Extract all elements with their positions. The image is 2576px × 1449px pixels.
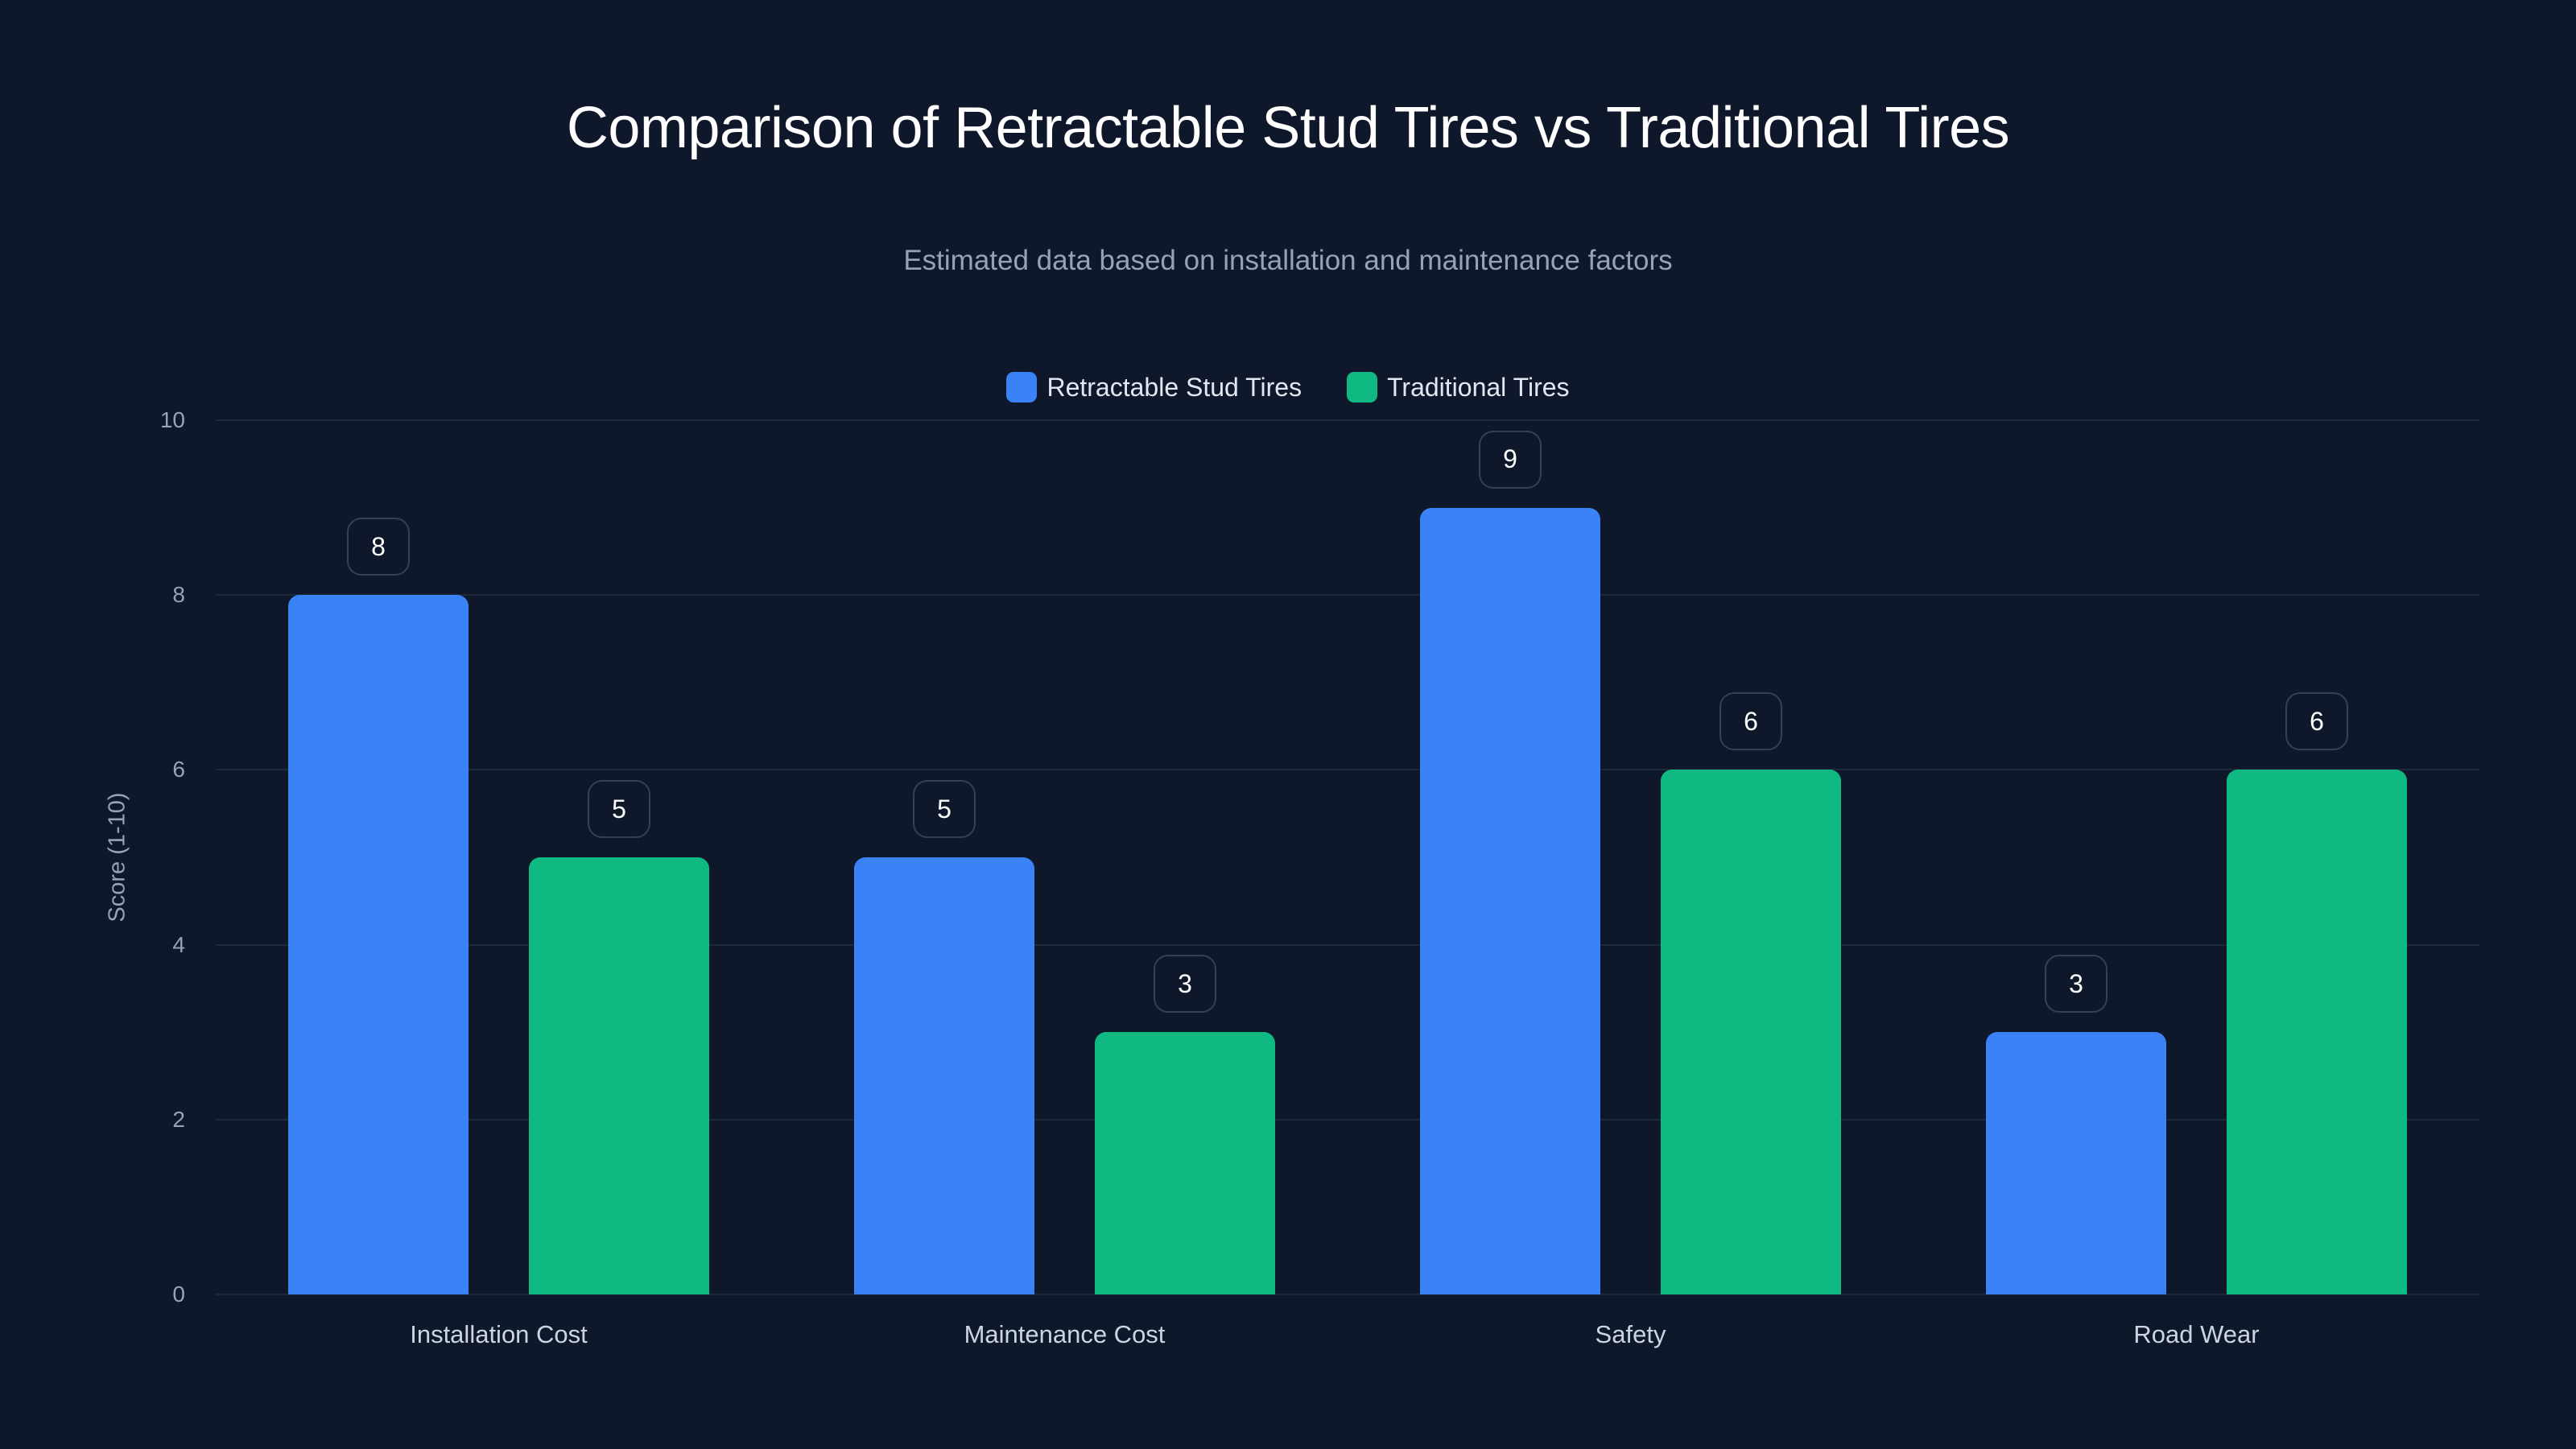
y-tick-label: 6 <box>172 757 185 782</box>
bar-retractable-stud-tires[interactable] <box>1420 507 1600 1294</box>
bar-retractable-stud-tires[interactable] <box>1986 1032 2166 1294</box>
value-label: 9 <box>1479 430 1542 489</box>
value-label: 6 <box>2285 692 2348 751</box>
chart-subtitle: Estimated data based on installation and… <box>903 245 1673 276</box>
legend-label: Retractable Stud Tires <box>1046 372 1302 402</box>
legend-label: Traditional Tires <box>1387 372 1570 402</box>
value-label: 3 <box>1154 955 1216 1013</box>
y-axis-label: Score (1-10) <box>104 792 130 923</box>
chart-title: Comparison of Retractable Stud Tires vs … <box>566 96 2010 160</box>
gridline <box>216 594 2479 597</box>
x-tick-label: Maintenance Cost <box>964 1320 1166 1348</box>
y-tick-label: 0 <box>172 1282 185 1307</box>
legend-swatch-traditional <box>1347 372 1378 402</box>
bar-traditional-tires[interactable] <box>1095 1032 1275 1294</box>
value-label: 5 <box>913 780 976 838</box>
value-label: 8 <box>347 518 410 576</box>
gridline <box>216 1294 2479 1295</box>
plot-area: 0 2 4 6 8 10 8 5 5 3 9 6 3 6 <box>160 407 2479 1307</box>
gridline <box>216 1118 2479 1121</box>
bar-traditional-tires[interactable] <box>2227 770 2407 1294</box>
value-label: 3 <box>2045 955 2107 1013</box>
legend-item-traditional[interactable]: Traditional Tires <box>1347 372 1570 402</box>
x-tick-label: Road Wear <box>2133 1320 2260 1348</box>
gridline <box>216 943 2479 946</box>
gridline <box>216 769 2479 771</box>
x-tick-label: Safety <box>1595 1320 1666 1348</box>
bar-traditional-tires[interactable] <box>1661 770 1841 1294</box>
legend-swatch-retractable <box>1006 372 1038 402</box>
value-label: 5 <box>588 780 650 838</box>
bar-retractable-stud-tires[interactable] <box>288 595 469 1294</box>
bar-retractable-stud-tires[interactable] <box>854 857 1034 1294</box>
y-tick-label: 10 <box>159 407 185 432</box>
legend-item-retractable[interactable]: Retractable Stud Tires <box>1006 372 1302 402</box>
gridline <box>216 419 2479 421</box>
bar-traditional-tires[interactable] <box>529 857 709 1294</box>
value-label: 6 <box>1719 692 1782 751</box>
y-tick-label: 2 <box>172 1106 185 1132</box>
legend: Retractable Stud Tires Traditional Tires <box>0 372 2576 402</box>
y-tick-label: 4 <box>172 931 185 957</box>
y-tick-label: 8 <box>172 582 185 608</box>
x-tick-label: Installation Cost <box>410 1320 588 1348</box>
